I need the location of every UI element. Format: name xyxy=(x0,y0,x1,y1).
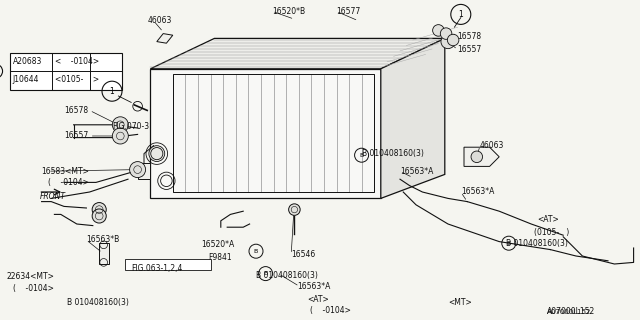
Circle shape xyxy=(447,34,459,46)
Text: 1: 1 xyxy=(109,87,115,96)
Circle shape xyxy=(441,35,455,49)
Text: 16563*B: 16563*B xyxy=(86,236,120,244)
Circle shape xyxy=(289,204,300,215)
Text: A07000L152: A07000L152 xyxy=(547,309,591,315)
Text: B 010408160(3): B 010408160(3) xyxy=(506,239,568,248)
Polygon shape xyxy=(138,163,150,179)
Circle shape xyxy=(129,162,146,178)
Text: B 010408160(3): B 010408160(3) xyxy=(362,149,424,158)
Polygon shape xyxy=(150,69,381,198)
Circle shape xyxy=(471,151,483,163)
Text: 16583<MT>: 16583<MT> xyxy=(42,167,90,176)
Text: J10644: J10644 xyxy=(13,75,39,84)
Text: 46063: 46063 xyxy=(480,141,504,150)
Text: 16557: 16557 xyxy=(64,132,88,140)
Text: FRONT: FRONT xyxy=(40,192,65,201)
Text: 16578: 16578 xyxy=(458,32,482,41)
Text: (    -0104>: ( -0104> xyxy=(310,306,351,315)
Text: B 010408160(3): B 010408160(3) xyxy=(67,298,129,307)
Text: 16520*B: 16520*B xyxy=(272,7,305,16)
Text: (0105-   ): (0105- ) xyxy=(534,228,570,236)
Text: F9841: F9841 xyxy=(208,253,232,262)
Polygon shape xyxy=(99,243,109,264)
Text: 16577: 16577 xyxy=(336,7,360,16)
Polygon shape xyxy=(157,34,173,43)
Text: <AT>: <AT> xyxy=(538,215,559,224)
Text: B: B xyxy=(507,241,511,246)
Text: B 010408160(3): B 010408160(3) xyxy=(256,271,318,280)
Text: A07000L152: A07000L152 xyxy=(547,308,595,316)
Text: FIG.063-1,2,4: FIG.063-1,2,4 xyxy=(131,264,182,273)
Polygon shape xyxy=(125,259,211,270)
Text: B: B xyxy=(264,271,268,276)
Text: <AT>: <AT> xyxy=(307,295,329,304)
Circle shape xyxy=(433,25,444,36)
Text: <0105-    >: <0105- > xyxy=(55,75,99,84)
Text: 16563*A: 16563*A xyxy=(298,282,331,291)
Circle shape xyxy=(440,28,452,39)
Text: <MT>: <MT> xyxy=(448,298,472,307)
Text: 16546: 16546 xyxy=(291,250,316,259)
Text: B: B xyxy=(360,153,364,158)
Text: A20683: A20683 xyxy=(13,57,42,66)
Polygon shape xyxy=(381,38,445,198)
Text: (    -0104>: ( -0104> xyxy=(48,178,89,187)
Circle shape xyxy=(113,128,128,144)
Circle shape xyxy=(92,209,106,223)
Text: (    -0104>: ( -0104> xyxy=(13,284,54,292)
Text: 16557: 16557 xyxy=(458,45,482,54)
Text: 22634<MT>: 22634<MT> xyxy=(6,272,54,281)
Text: <    -0104>: < -0104> xyxy=(55,57,99,66)
Circle shape xyxy=(113,117,128,133)
Text: 16563*A: 16563*A xyxy=(400,167,433,176)
Bar xyxy=(10,53,122,90)
Polygon shape xyxy=(150,38,445,69)
Text: B: B xyxy=(254,249,258,254)
Text: FIG.070-3: FIG.070-3 xyxy=(112,122,149,131)
Text: 16563*A: 16563*A xyxy=(461,188,494,196)
Circle shape xyxy=(92,203,106,217)
Text: 16520*A: 16520*A xyxy=(202,240,235,249)
Text: 46063: 46063 xyxy=(147,16,172,25)
Text: 1: 1 xyxy=(458,10,463,19)
Polygon shape xyxy=(464,147,499,166)
Text: 16578: 16578 xyxy=(64,106,88,115)
Circle shape xyxy=(149,146,164,162)
